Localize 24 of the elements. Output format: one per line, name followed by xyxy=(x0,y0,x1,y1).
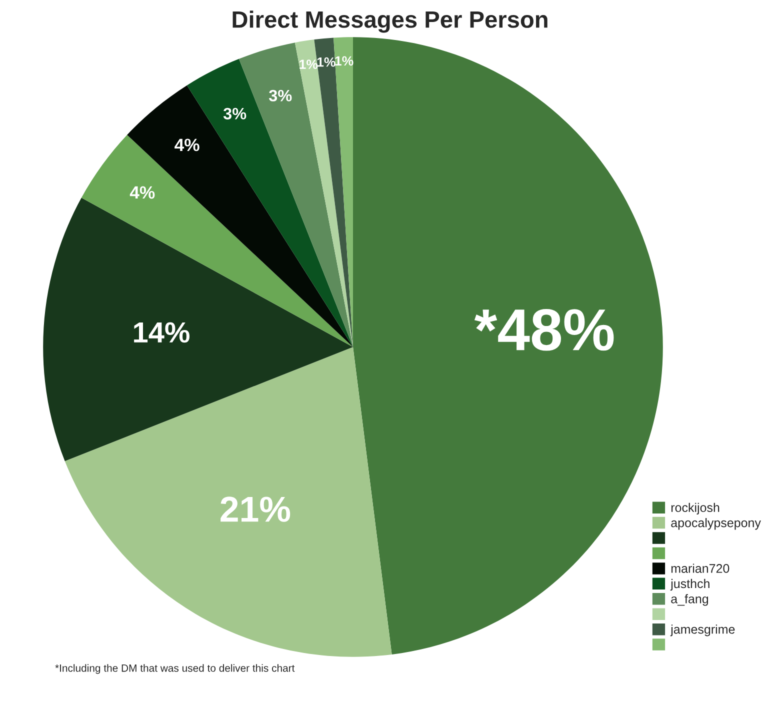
pie-slice xyxy=(81,134,353,347)
data-label: 4% xyxy=(174,138,200,152)
pie-slice xyxy=(353,37,663,654)
data-label: 4% xyxy=(130,186,155,199)
data-label: 3% xyxy=(268,90,292,102)
chart-title: Direct Messages Per Person xyxy=(232,10,548,33)
legend-label: jamesgrime xyxy=(670,624,735,636)
data-label: 14% xyxy=(134,322,190,343)
pie-slice xyxy=(43,198,353,462)
legend-label: apocalypsepony xyxy=(671,518,761,530)
pie-slice xyxy=(294,40,353,347)
legend-label: rockijosh xyxy=(671,502,720,514)
text: *Including the DM that was used to deliver this chart xyxy=(55,664,295,674)
data-label: 1% xyxy=(317,57,336,67)
pie-slice xyxy=(64,347,392,657)
legend-label: a_fang xyxy=(671,594,708,606)
data-label: 21% xyxy=(220,496,290,522)
data-label: 3% xyxy=(223,108,246,120)
data-label: 1% xyxy=(335,56,354,66)
legend-label: justhch xyxy=(670,578,710,591)
legend-label: marian720 xyxy=(671,564,730,573)
data-label: 1% xyxy=(300,60,318,69)
data-label: *48% xyxy=(474,309,614,351)
pie-slice xyxy=(127,85,353,347)
